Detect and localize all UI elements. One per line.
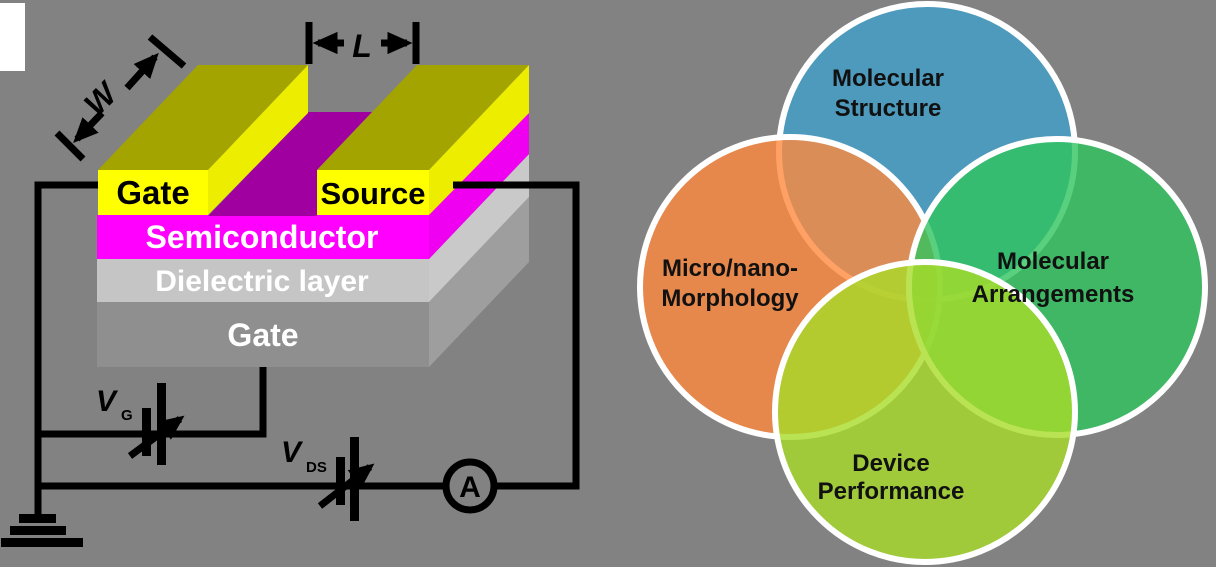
venn-circle-device-performance xyxy=(772,259,1078,565)
w-arrow-lower xyxy=(73,110,105,144)
w-arrow-upper xyxy=(124,52,159,91)
venn-label-line: Structure xyxy=(835,95,942,122)
venn-label-line: Performance xyxy=(818,478,965,505)
gate-voltage-source: V G xyxy=(96,383,185,465)
w-tick-upper xyxy=(147,34,187,69)
right-electrode-side-face xyxy=(429,65,529,215)
venn-label-line: Device xyxy=(852,450,929,477)
left-electrode-label: Gate xyxy=(116,174,189,211)
ammeter: A xyxy=(442,458,498,514)
semiconductor-layer-front-face xyxy=(97,215,429,259)
channel-region xyxy=(208,112,372,216)
venn-label-line: Micro/nano- xyxy=(662,255,798,282)
length-dimension-label: L xyxy=(352,28,372,64)
vds-variable-arrow xyxy=(317,463,375,509)
vds-subscript: DS xyxy=(306,459,327,476)
left-electrode-side-face xyxy=(208,65,308,215)
venn-label-device-performance: Device Performance xyxy=(818,450,965,505)
gate-layer-side-face xyxy=(429,197,529,367)
venn-label-molecular-structure: Molecular Structure xyxy=(832,65,944,122)
left-electrode-front-face xyxy=(98,170,208,215)
drain-source-voltage-source: V DS xyxy=(281,436,375,521)
right-electrode-front-face xyxy=(317,170,429,215)
vds-label: V xyxy=(281,436,304,469)
ammeter-label: A xyxy=(459,471,481,504)
gate-electrode-wire xyxy=(34,181,98,517)
venn-label-line: Morphology xyxy=(661,285,799,312)
ground-symbol xyxy=(1,514,83,547)
vg-variable-arrow xyxy=(127,415,185,459)
venn-diagram: Molecular Structure Micro/nano- Morpholo… xyxy=(637,1,1208,565)
venn-label-line: Molecular xyxy=(832,65,944,92)
source-branch-wire-right xyxy=(453,181,580,490)
dielectric-layer-front-face xyxy=(97,259,429,302)
bottom-gate-label: Gate xyxy=(227,317,298,353)
corner-tag xyxy=(0,3,25,71)
venn-label-molecular-arrangements: Molecular Arrangements xyxy=(972,248,1135,308)
w-tick-lower xyxy=(54,130,86,162)
gate-voltage-branch-wire xyxy=(38,367,267,438)
semiconductor-label: Semiconductor xyxy=(146,219,379,255)
dielectric-label: Dielectric layer xyxy=(155,265,369,298)
gate-layer-front-face xyxy=(97,302,429,367)
vg-short-plate xyxy=(142,408,151,456)
ground-bar-bottom xyxy=(1,538,83,547)
vds-short-plate xyxy=(336,457,345,505)
ground-bar-middle xyxy=(10,526,66,535)
circuit-wiring: V G V DS A xyxy=(1,181,580,547)
right-electrode-label: Source xyxy=(320,176,425,211)
vg-subscript: G xyxy=(121,407,133,424)
venn-label-line: Arrangements xyxy=(972,281,1135,308)
left-electrode-top-face xyxy=(98,65,308,170)
ground-bar-top xyxy=(19,514,56,523)
dielectric-layer-side-face xyxy=(429,154,529,302)
right-electrode-top-face xyxy=(317,65,529,170)
length-dimension: L xyxy=(305,22,420,64)
vg-label: V xyxy=(96,385,119,418)
ammeter-circle xyxy=(442,458,498,514)
venn-label-line: Molecular xyxy=(997,248,1109,275)
venn-label-micro-nano-morphology: Micro/nano- Morphology xyxy=(661,255,799,312)
vg-long-plate xyxy=(157,383,166,465)
